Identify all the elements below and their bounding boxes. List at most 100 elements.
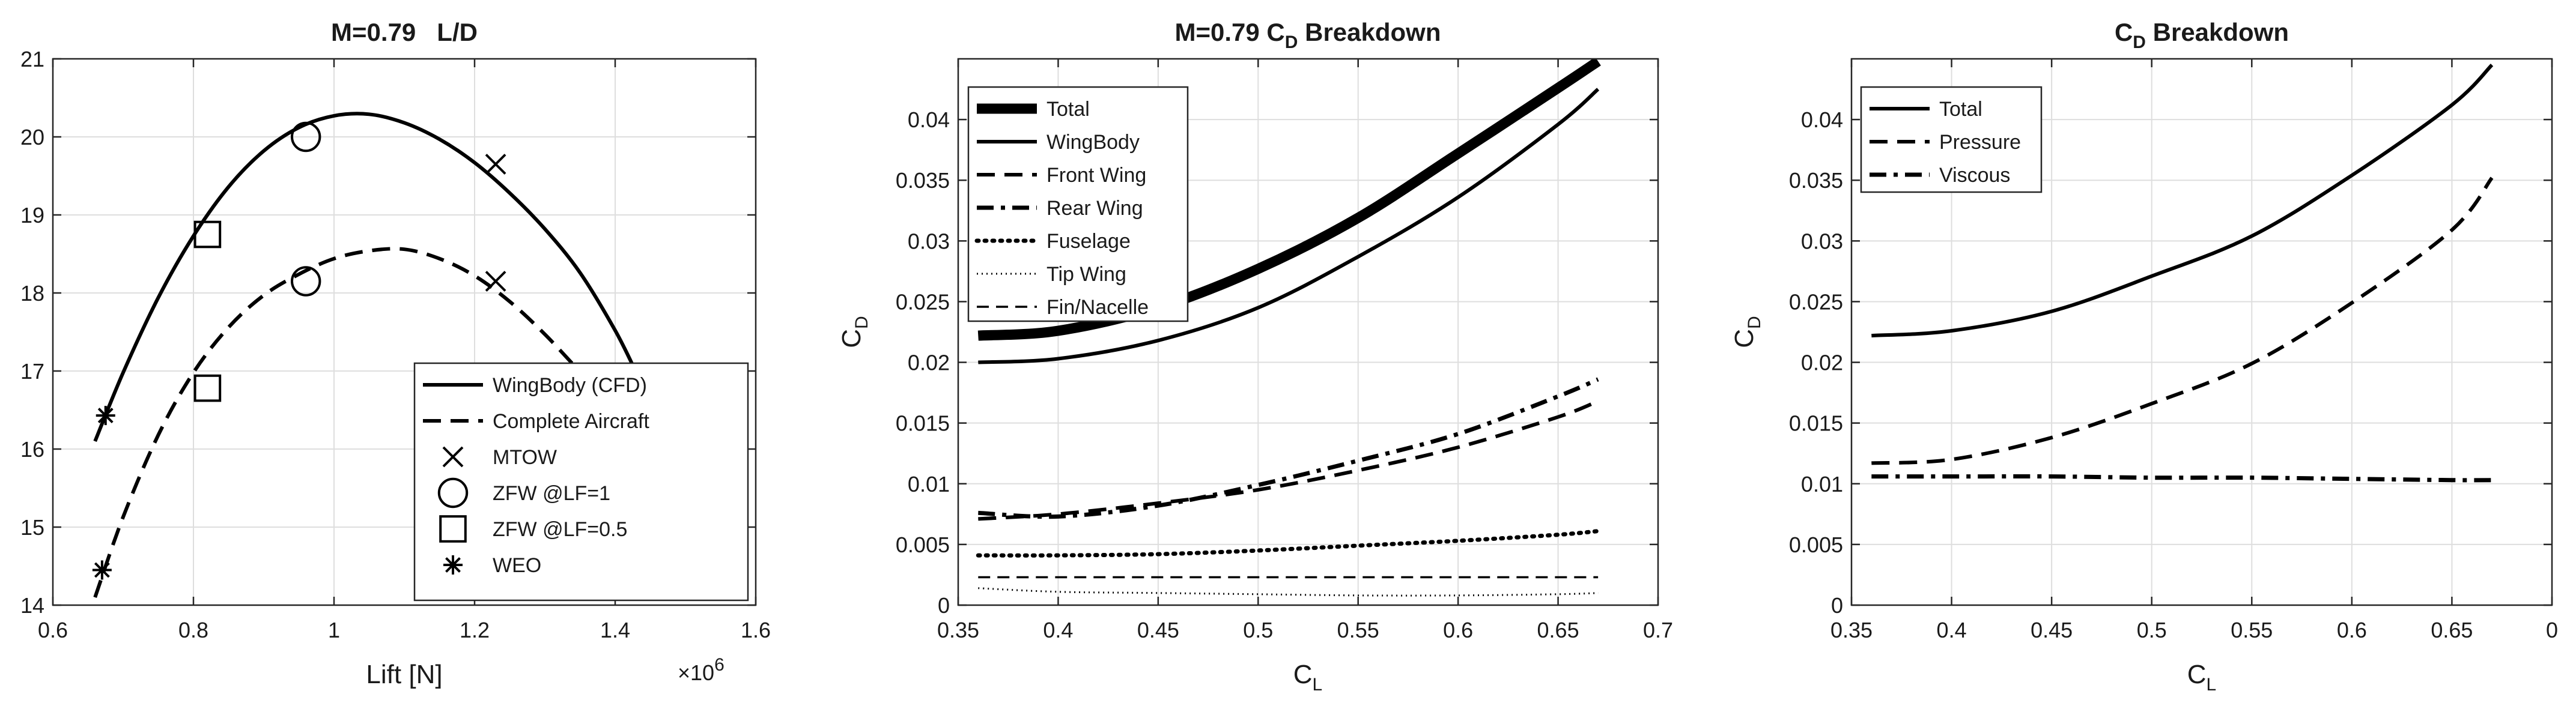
chart-ld-legend-label-2: MTOW [493,446,557,469]
chart-cd2-legend-label-0: Total [1939,98,1982,121]
chart-ld-marker-square-1 [193,374,222,402]
chart-ld-y-tick-label: 18 [20,281,44,306]
chart-ld-legend-box [413,362,749,602]
chart-ld-axes-box [52,58,757,606]
chart-cd1-y-tick-label: 0 [938,593,950,618]
chart-cd2-y-tick-label: 0.005 [1789,532,1843,557]
chart-cd2-title: CD Breakdown [2115,18,2289,52]
chart-ld-marker-square-0 [193,220,222,249]
chart-cd1-title-subscript: D [1285,32,1298,52]
chart-ld-y-tick-label: 21 [20,47,44,71]
chart-cd2-x-label: CL [2187,660,2216,695]
chart-cd2-title-main: C [2115,18,2133,46]
chart-cd2-x-tick-label: 0.5 [2137,618,2167,642]
chart-cd1-y-tick-label: 0.02 [908,351,950,375]
chart-cd1-y-tick-label: 0.03 [908,229,950,253]
chart-ld-x-tick-label: 0.8 [178,618,208,642]
chart-ld-marker-asterisk-1 [92,560,112,580]
chart-cd2-y-label: CD [1730,316,1764,348]
chart-cd1-legend-label-4: Fuselage [1046,230,1131,253]
chart-cd1-x-tick-label: 0.7 [1643,618,1673,642]
chart-cd2-y-tick-label: 0.02 [1801,351,1843,375]
chart-cd1-x-tick-label: 0.4 [1043,618,1073,642]
chart-cd1-panel: 0.35 0.4 0.45 0.5 0.55 0.6 0.65 0.7 0 0.005 0.01 0.… [837,18,1673,695]
chart-cd1-y-label: CD [837,316,872,348]
chart-cd1-legend-label-1: WingBody [1046,131,1140,154]
chart-cd2-x-tick-label: 0.35 [1830,618,1873,642]
chart-ld-legend-label-1: Complete Aircraft [493,410,649,433]
chart-cd2-x-tick-label: 0 [2546,618,2558,642]
chart-ld-y-tick-label: 20 [20,125,44,149]
chart-cd2-y-tick-label: 0.03 [1801,229,1843,253]
chart-cd1-series-line-5 [978,587,1599,597]
chart-ld-y-tick-label: 15 [20,515,44,540]
chart-ld-y-tick-label: 14 [20,593,44,618]
chart-cd1-x-tick-label: 0.5 [1243,618,1273,642]
chart-cd1-x-tick-label: 0.45 [1137,618,1179,642]
chart-cd1-x-label-main: C [1293,660,1313,689]
chart-ld-marker-circle-1 [291,266,321,297]
chart-ld-x-tick-label: 1.4 [600,618,630,642]
chart-ld-x-tick-label: 1.2 [460,618,490,642]
chart-cd2-y-tick-label: 0.035 [1789,168,1843,193]
chart-cd1-series-line-4 [976,529,1600,558]
chart-ld-series-line-0 [93,112,638,442]
chart-cd1-legend-label-6: Fin/Nacelle [1046,296,1149,319]
chart-ld-legend-marker-2 [442,446,464,468]
chart-cd2-x-tick-label: 0.6 [2337,618,2367,642]
chart-cd1-legend-label-5: Tip Wing [1046,263,1126,286]
chart-ld-series-line-1 [93,247,617,598]
chart-cd1-x-tick-label: 0.35 [937,618,979,642]
chart-ld-marker-asterisk-0 [96,406,115,426]
chart-cd2-panel: 0.35 0.4 0.45 0.5 0.55 0.6 0.65 0 0 0.005 0.01 0.01… [1730,18,2558,695]
chart-cd1-y-tick-label: 0.01 [908,472,950,496]
chart-cd1-title: M=0.79 CD Breakdown [1175,18,1441,52]
chart-cd1-y-tick-label: 0.005 [896,532,950,557]
chart-ld-x-tick-label: 1.6 [741,618,771,642]
chart-ld-marker-x-1 [485,271,506,292]
chart-ld-legend-label-5: WEO [493,554,541,577]
chart-cd2-title-tail: Breakdown [2146,18,2289,46]
chart-ld-legend-label-3: ZFW @LF=1 [493,482,610,505]
chart-cd2-plot-area [1871,63,2494,483]
chart-cd2-legend-box [1860,86,2043,193]
chart-cd1-legend-label-0: Total [1046,98,1090,121]
chart-cd1-series-line-2 [978,399,1599,521]
chart-ld-marker-circle-0 [291,121,321,152]
chart-cd2-y-tick-label: 0 [1831,593,1843,618]
chart-cd1-series-line-3 [978,377,1599,519]
chart-cd1-y-tick-label: 0.035 [896,168,950,193]
chart-ld-x-tick-label: 1 [328,618,340,642]
chart-cd1-y-label-main: C [837,329,866,348]
chart-cd2-legend-label-2: Viscous [1939,164,2010,187]
chart-cd2-y-label-subscript: D [1745,316,1764,329]
chart-ld-y-tick-label: 17 [20,359,44,384]
chart-cd1-x-tick-label: 0.6 [1443,618,1473,642]
chart-ld-legend-marker-4 [439,515,467,543]
chart-ld-y-tick-label: 19 [20,203,44,228]
chart-cd2-title-subscript: D [2133,32,2146,52]
chart-cd1-y-tick-label: 0.025 [896,289,950,314]
chart-cd1-legend-box [967,86,1189,322]
chart-cd1-title-tail: Breakdown [1298,18,1441,46]
chart-ld-title: M=0.79 L/D [331,18,478,46]
chart-cd1-x-tick-label: 0.55 [1337,618,1379,642]
chart-ld-marker-x-0 [485,154,506,175]
chart-ld-legend-marker-3 [437,477,469,508]
chart-cd1-y-tick-label: 0.04 [908,107,950,132]
chart-ld-x-exponent: ×106 [678,655,724,685]
chart-cd2-x-tick-label: 0.55 [2231,618,2273,642]
chart-cd2-x-tick-label: 0.4 [1937,618,1967,642]
chart-ld-x-tick-label: 0.6 [38,618,68,642]
chart-ld-ticks: 0.6 0.8 1 1.2 1.4 1.6 14 15 16 17 18 19 20 21 [20,47,771,642]
chart-ld-legend-label-4: ZFW @LF=0.5 [493,518,627,541]
chart-ld-x-label: Lift [N] [366,660,442,689]
chart-ld-plot-area [92,112,638,598]
chart-cd2-y-tick-label: 0.025 [1789,289,1843,314]
chart-cd1-legend-label-3: Rear Wing [1046,197,1143,220]
chart-cd1-series-line-1 [978,88,1600,364]
chart-cd2-x-label-subscript: L [2207,675,2217,695]
chart-cd1-x-label: CL [1293,660,1322,695]
chart-ld-legend-label-0: WingBody (CFD) [493,374,647,397]
chart-ld-legend-marker-5 [443,555,463,575]
